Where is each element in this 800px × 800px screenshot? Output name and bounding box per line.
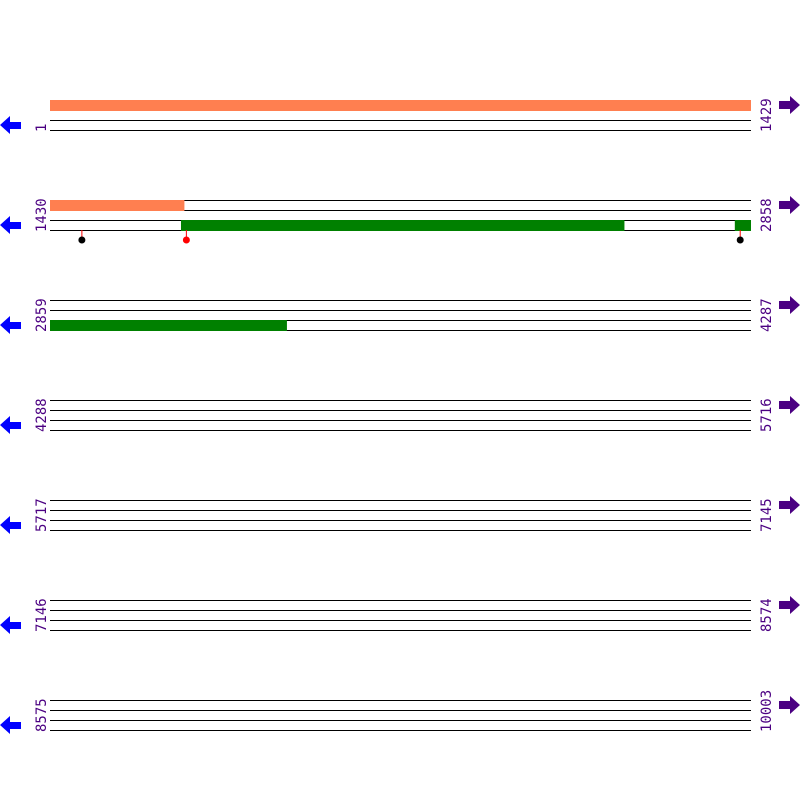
green-feature-bar <box>734 220 751 231</box>
row-end-label: 2858 <box>759 198 775 232</box>
arrow-right-icon[interactable] <box>779 296 800 314</box>
arrow-right-icon[interactable] <box>779 396 800 414</box>
row-end-label: 7145 <box>759 498 775 532</box>
arrow-left-icon[interactable] <box>0 416 21 434</box>
arrow-left-icon[interactable] <box>0 316 21 334</box>
row-start-label: 1 <box>34 124 50 132</box>
green-feature-bar <box>180 220 625 231</box>
marker-dot <box>182 236 190 244</box>
arrow-right-icon[interactable] <box>779 196 800 214</box>
arrow-left-icon[interactable] <box>0 716 21 734</box>
marker-dot <box>736 236 744 244</box>
arrow-right-icon[interactable] <box>779 496 800 514</box>
row-end-label: 4287 <box>759 298 775 332</box>
row-start-label: 2859 <box>34 298 50 332</box>
row-start-label: 8575 <box>34 698 50 732</box>
row-start-label: 4288 <box>34 398 50 432</box>
arrow-left-icon[interactable] <box>0 616 21 634</box>
row-start-label: 5717 <box>34 498 50 532</box>
arrow-left-icon[interactable] <box>0 116 21 134</box>
arrow-right-icon[interactable] <box>779 596 800 614</box>
green-feature-bar <box>50 320 287 331</box>
orange-feature-bar <box>50 100 751 111</box>
orange-feature-bar <box>50 200 185 211</box>
row-start-label: 7146 <box>34 598 50 632</box>
row-start-label: 1430 <box>34 198 50 232</box>
marker-dot <box>78 236 86 244</box>
arrow-left-icon[interactable] <box>0 216 21 234</box>
row-end-label: 5716 <box>759 398 775 432</box>
row-end-label: 10003 <box>759 690 775 732</box>
arrow-right-icon[interactable] <box>779 96 800 114</box>
row-end-label: 1429 <box>759 98 775 132</box>
row-end-label: 8574 <box>759 598 775 632</box>
arrow-left-icon[interactable] <box>0 516 21 534</box>
arrow-right-icon[interactable] <box>779 696 800 714</box>
